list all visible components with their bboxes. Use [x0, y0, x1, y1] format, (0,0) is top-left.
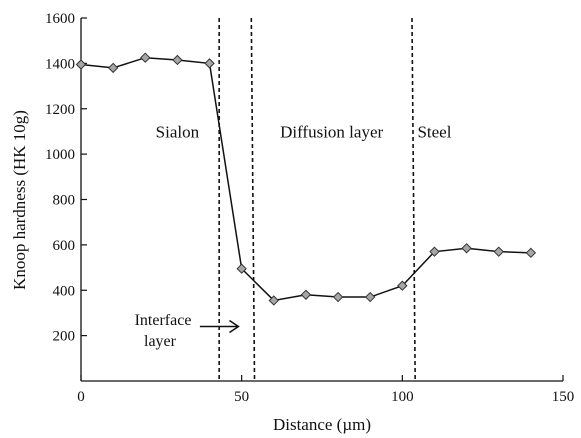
y-ticks: 200 400 600 800 1000 1200 1400 1600 — [45, 11, 87, 345]
y-tick-label: 600 — [53, 238, 76, 254]
annotation-line-1: Interface — [135, 312, 192, 329]
data-point-marker — [140, 52, 151, 63]
x-tick-label: 150 — [552, 389, 575, 405]
x-ticks: 0 50 100 150 — [77, 375, 574, 405]
data-point-marker — [364, 291, 376, 303]
region-label: Diffusion layer — [280, 122, 383, 141]
y-tick-label: 1200 — [45, 102, 75, 118]
region-label: Steel — [417, 122, 451, 141]
data-point-marker — [204, 58, 215, 69]
series-line — [80, 56, 531, 302]
y-tick-label: 1600 — [45, 11, 75, 27]
data-point-marker — [525, 247, 537, 259]
data-point-marker — [107, 62, 119, 74]
boundary-lines — [218, 17, 416, 382]
data-point-marker — [300, 289, 312, 300]
annotation-line-2: layer — [144, 333, 177, 350]
data-point-marker — [236, 263, 247, 274]
y-tick-label: 200 — [53, 329, 76, 345]
annotation-arrow-head — [229, 319, 240, 334]
region-label: Sialon — [156, 122, 200, 141]
data-point-marker — [429, 246, 440, 257]
y-tick-label: 800 — [53, 193, 76, 209]
y-axis-title: Knoop hardness (HK 10g) — [10, 110, 29, 290]
y-tick-label: 1000 — [45, 147, 75, 163]
data-point-marker — [397, 280, 408, 291]
y-tick-label: 400 — [53, 283, 76, 299]
interface-annotation: Interface layer — [135, 312, 240, 350]
data-point-marker — [332, 291, 344, 303]
x-axis-title: Distance (µm) — [273, 415, 371, 434]
boundary-line — [250, 17, 256, 382]
data-series — [75, 52, 537, 306]
boundary-line — [411, 17, 416, 382]
data-point-marker — [493, 246, 504, 257]
data-point-marker — [461, 243, 472, 254]
x-tick-label: 50 — [234, 389, 249, 405]
data-point-marker — [268, 295, 280, 306]
x-tick-label: 0 — [77, 389, 85, 405]
data-point-marker — [172, 54, 183, 66]
region-labels: Sialon Diffusion layer Steel — [156, 122, 452, 141]
y-tick-label: 1400 — [45, 56, 75, 72]
data-point-marker — [75, 59, 87, 70]
x-tick-label: 100 — [391, 389, 414, 405]
